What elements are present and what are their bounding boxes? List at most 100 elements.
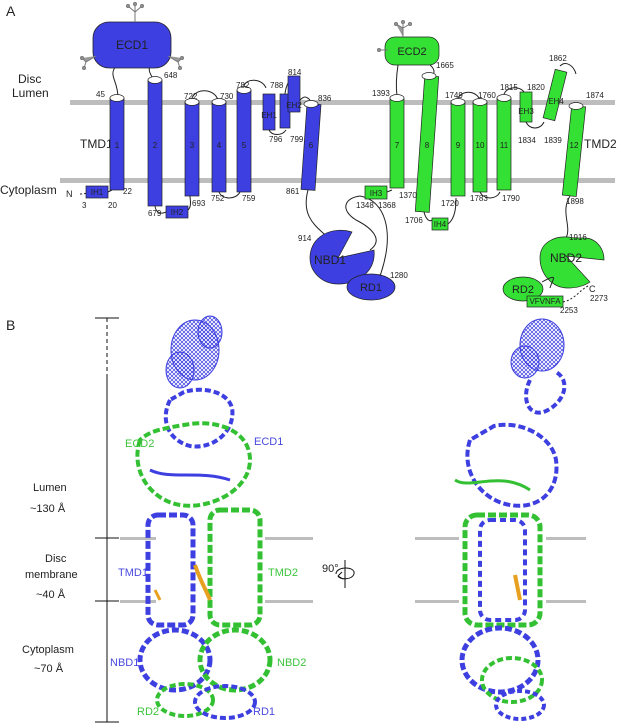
res-22: 22 [123, 187, 132, 196]
ecd2-label: ECD2 [397, 46, 426, 58]
b-rd2-label: RD2 [137, 706, 159, 718]
res-914: 914 [298, 234, 312, 243]
res-796: 796 [269, 135, 283, 144]
residue-numbers: 45 22 3 20 648 679 693 722 730 752 759 7… [82, 54, 608, 315]
tmd1-helices: IH1 1 2 IH2 3 4 5 EH1 EH2 [79, 75, 331, 241]
res-799: 799 [290, 135, 304, 144]
res-1348: 1348 [356, 201, 374, 210]
eh2-label: EH2 [286, 101, 302, 110]
structure-front-view [135, 315, 273, 720]
n-terminus-label: N [66, 189, 73, 199]
res-1749: 1749 [445, 91, 463, 100]
helix-11-label: 11 [500, 141, 509, 150]
res-3: 3 [82, 201, 87, 210]
lumen-size: ~130 Å [30, 502, 66, 515]
res-2273: 2273 [590, 294, 608, 303]
ecd1-label: ECD1 [116, 38, 148, 52]
cytoplasm-scale-label: Cytoplasm [22, 644, 74, 656]
c-terminus-label: C [589, 284, 596, 294]
rotation-label: 90° [322, 563, 339, 575]
res-1898: 1898 [566, 197, 584, 206]
ih1-label: IH1 [91, 188, 104, 197]
scale-bar [95, 317, 119, 723]
eh4-label: EH4 [548, 97, 564, 106]
res-1720: 1720 [441, 199, 459, 208]
res-1706: 1706 [405, 216, 423, 225]
res-836: 836 [318, 94, 332, 103]
tmd2-helices: 7 IH3 8 IH4 9 10 11 EH3 EH4 [364, 63, 587, 239]
res-752: 752 [211, 194, 225, 203]
lumen-label: Lumen [12, 86, 49, 100]
ih3-box [364, 185, 388, 200]
ih2-box [165, 205, 189, 219]
helix-12-label: 12 [570, 141, 579, 150]
res-1790: 1790 [502, 194, 520, 203]
rd1-label: RD1 [360, 282, 382, 294]
res-1916: 1916 [569, 233, 587, 242]
rd2-label: RD2 [512, 284, 534, 296]
rd1-domain [346, 273, 396, 301]
res-1839: 1839 [544, 136, 562, 145]
structure-rotated-view [454, 318, 567, 721]
res-722: 722 [184, 92, 198, 101]
eh3-label: EH3 [518, 107, 534, 116]
res-788: 788 [270, 81, 284, 90]
res-861: 861 [286, 187, 300, 196]
res-679: 679 [148, 209, 162, 218]
ih2-label: IH2 [171, 208, 184, 217]
res-730: 730 [220, 92, 234, 101]
helix-7-label: 7 [395, 141, 400, 150]
disc-label: Disc [18, 72, 41, 86]
res-1783: 1783 [470, 194, 488, 203]
b-tmd1-label: TMD1 [118, 567, 148, 579]
res-1370: 1370 [399, 191, 417, 200]
res-1280: 1280 [390, 271, 408, 280]
b-nbd1-label: NBD1 [110, 657, 139, 669]
b-rd1-label: RD1 [253, 706, 275, 718]
res-814: 814 [288, 68, 302, 77]
membrane-bottom-line [60, 178, 615, 183]
ih3-label: IH3 [370, 189, 383, 198]
res-1820: 1820 [527, 83, 545, 92]
res-1760: 1760 [478, 91, 496, 100]
res-759: 759 [242, 194, 256, 203]
rotation-icon [335, 560, 355, 588]
membrane-lines-b [120, 537, 586, 603]
membrane-top-line [70, 100, 615, 105]
helix-4-label: 4 [217, 141, 222, 150]
res-1393: 1393 [372, 89, 390, 98]
res-20: 20 [108, 201, 117, 210]
helix-2-label: 2 [153, 141, 158, 150]
panel-b-label: B [6, 317, 15, 333]
res-1834: 1834 [518, 136, 536, 145]
nbd1-domain: NBD1 RD1 [309, 195, 396, 301]
b-nbd2-label: NBD2 [277, 657, 306, 669]
helix-3-label: 3 [190, 141, 195, 150]
res-782: 782 [236, 81, 250, 90]
helix-1-label: 1 [115, 141, 120, 150]
motif-label: VFVNFA [529, 297, 561, 306]
helix-9-label: 9 [456, 141, 461, 150]
helix-5-label: 5 [242, 141, 247, 150]
res-1862: 1862 [549, 54, 567, 63]
res-1874: 1874 [586, 91, 604, 100]
membrane-scale-label: membrane [25, 569, 78, 581]
nbd2-domain: NBD2 RD2 VFVNFA [502, 236, 605, 308]
tmd1-label: TMD1 [80, 137, 113, 151]
ecd1-domain: ECD1 [80, 2, 184, 99]
eh4-box [542, 68, 568, 122]
helix-6-label: 6 [309, 141, 314, 150]
res-1665: 1665 [436, 61, 454, 70]
b-tmd2-label: TMD2 [268, 567, 298, 579]
res-45: 45 [96, 90, 105, 99]
res-648: 648 [164, 71, 178, 80]
tmd2-label: TMD2 [584, 137, 617, 151]
b-ecd1-label: ECD1 [254, 436, 283, 448]
helix-10-label: 10 [476, 141, 485, 150]
panel-a-label: A [6, 3, 16, 19]
b-ecd2-label: ECD2 [125, 438, 154, 450]
rd2-domain [502, 276, 544, 302]
cytoplasm-label: Cytoplasm [0, 183, 57, 197]
membrane-size: ~40 Å [36, 588, 66, 601]
